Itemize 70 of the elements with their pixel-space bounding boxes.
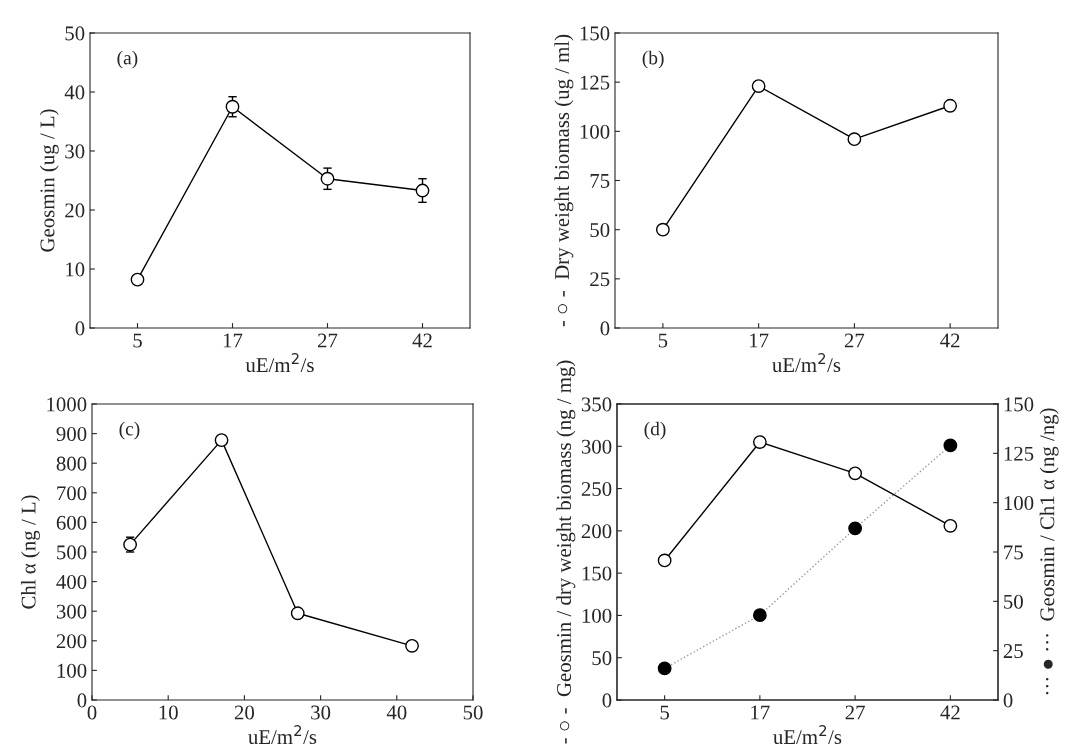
y2-tick-label: 100 bbox=[1004, 496, 1034, 511]
y-tick-label: 250 bbox=[581, 481, 612, 496]
y2-tick-label: 50 bbox=[1004, 594, 1023, 609]
y-tick-label: 20 bbox=[65, 203, 85, 218]
y-axis-title: - ○ - Dry weight biomass (ug / ml) bbox=[554, 34, 574, 327]
x-axis-title: uE/m$^{2}$/s bbox=[773, 725, 842, 745]
y-axis-title: Geosmin (ug / L) bbox=[39, 109, 59, 252]
x-tick-label: 17 bbox=[750, 333, 769, 348]
y-tick-label: 0 bbox=[602, 693, 612, 708]
x-axis-title: uE/m$^{2}$/s bbox=[772, 353, 841, 373]
y-tick-label: 10 bbox=[66, 262, 85, 277]
y2-tick-label: 0 bbox=[1003, 693, 1013, 708]
y-axis-title: Chl α (ng / L) bbox=[20, 495, 40, 609]
y-tick-label: 300 bbox=[56, 604, 87, 619]
y2-tick-label: 75 bbox=[1004, 545, 1023, 560]
y-tick-label: 300 bbox=[581, 439, 612, 454]
x-tick-label: 0 bbox=[87, 705, 97, 720]
annotation: (d) bbox=[644, 421, 666, 440]
y-tick-label: 200 bbox=[581, 524, 612, 539]
y-tick-label: 100 bbox=[57, 663, 87, 678]
x-tick-label: 10 bbox=[159, 705, 178, 720]
x-axis-title: uE/m$^{2}$/s bbox=[245, 353, 314, 373]
y-tick-label: 40 bbox=[64, 85, 85, 100]
y-tick-label: 400 bbox=[56, 574, 87, 590]
y2-tick-label: 150 bbox=[1004, 397, 1034, 412]
y-tick-label: 1000 bbox=[47, 397, 87, 412]
y-tick-label: 150 bbox=[582, 566, 612, 581]
x-axis-title: uE/m$^{2}$/s bbox=[248, 725, 317, 745]
y2-tick-label: 125 bbox=[1004, 446, 1034, 461]
x-tick-label: 27 bbox=[318, 333, 338, 348]
y-tick-label: 100 bbox=[580, 124, 610, 139]
x-tick-label: 27 bbox=[845, 705, 865, 720]
y2-axis-title: ··· ● ··· Geosmin / Ch1 α (ng /ng) bbox=[1039, 408, 1059, 695]
x-tick-label: 20 bbox=[234, 705, 255, 720]
y-tick-label: 100 bbox=[582, 608, 612, 623]
x-tick-label: 27 bbox=[844, 333, 865, 348]
y2-tick-label: 25 bbox=[1003, 644, 1023, 659]
x-tick-label: 5 bbox=[658, 333, 668, 348]
y-tick-label: 150 bbox=[580, 26, 610, 41]
y-axis-title: - ○ - Geosmin / dry weight biomass (ng / mg) bbox=[556, 360, 576, 744]
y-tick-label: 50 bbox=[65, 26, 85, 41]
y-tick-label: 0 bbox=[77, 693, 87, 708]
y-tick-label: 500 bbox=[57, 545, 87, 560]
y-tick-label: 50 bbox=[590, 223, 610, 238]
y-tick-label: 30 bbox=[65, 144, 85, 159]
y-tick-label: 0 bbox=[75, 321, 85, 336]
x-tick-label: 5 bbox=[660, 705, 670, 720]
y-tick-label: 800 bbox=[56, 456, 87, 471]
x-tick-label: 17 bbox=[223, 333, 243, 348]
y-tick-label: 900 bbox=[56, 426, 87, 442]
x-tick-label: 30 bbox=[311, 705, 331, 720]
y-tick-label: 75 bbox=[590, 174, 610, 188]
y-tick-label: 50 bbox=[592, 651, 612, 666]
y-tick-label: 0 bbox=[600, 321, 610, 336]
y-tick-label: 350 bbox=[581, 397, 612, 412]
x-tick-label: 17 bbox=[751, 705, 770, 720]
annotation: (a) bbox=[117, 50, 138, 69]
x-tick-label: 5 bbox=[133, 333, 142, 348]
x-tick-label: 42 bbox=[940, 333, 960, 348]
annotation: (b) bbox=[642, 50, 664, 69]
x-tick-label: 40 bbox=[386, 705, 407, 720]
y-tick-label: 200 bbox=[56, 634, 87, 649]
x-tick-label: 42 bbox=[940, 705, 960, 720]
x-tick-label: 42 bbox=[412, 333, 432, 348]
y-tick-label: 600 bbox=[56, 515, 87, 530]
y-tick-label: 25 bbox=[590, 272, 610, 287]
y-tick-label: 125 bbox=[580, 75, 610, 90]
y-tick-label: 700 bbox=[57, 486, 87, 501]
annotation: (c) bbox=[119, 421, 140, 440]
x-tick-label: 50 bbox=[463, 705, 483, 720]
